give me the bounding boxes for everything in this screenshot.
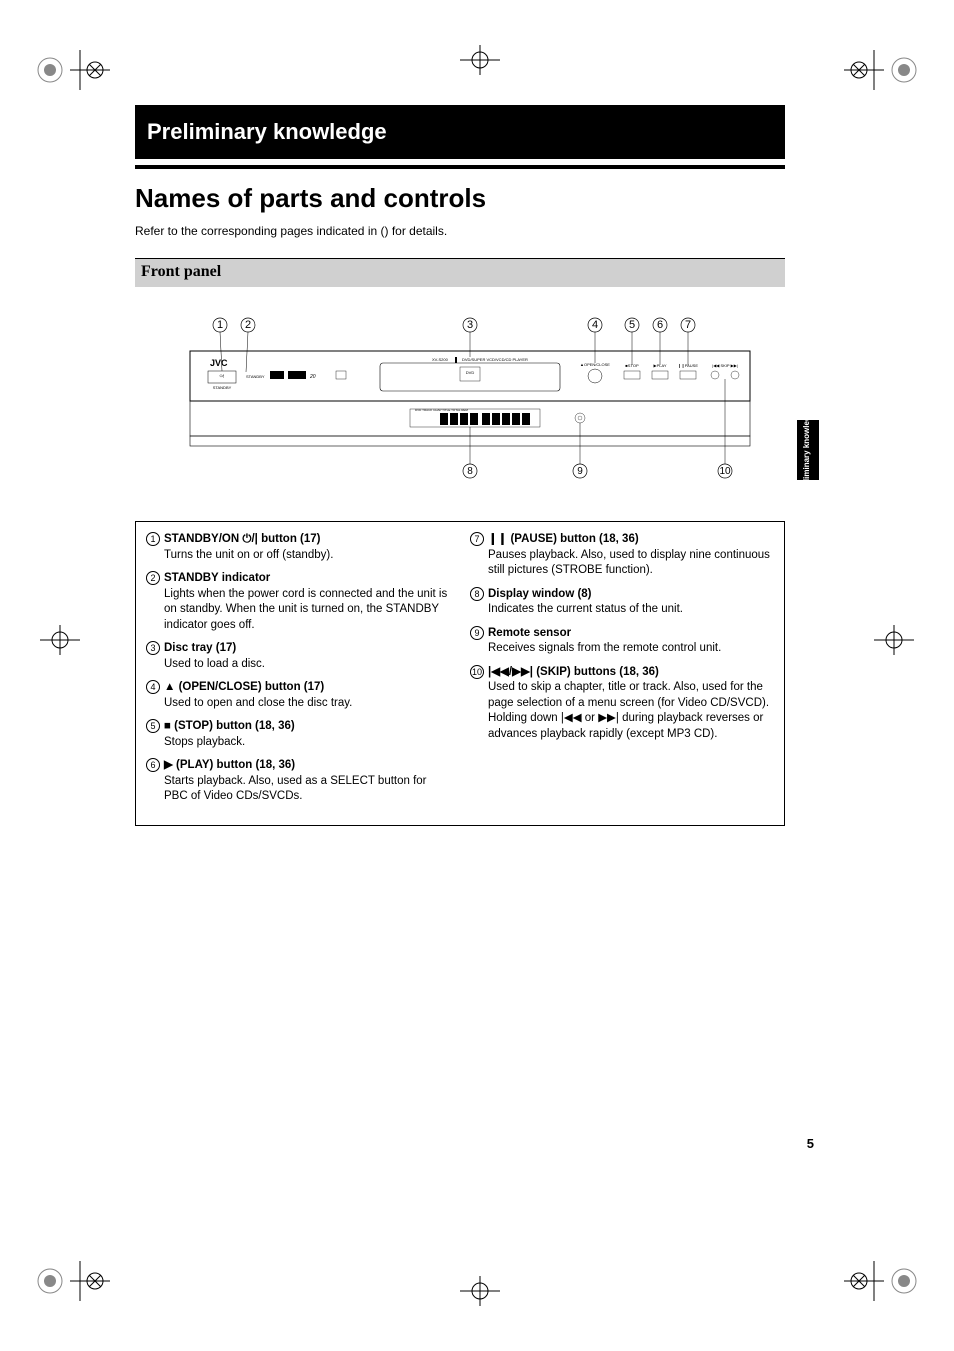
svg-text:XV-S200: XV-S200: [432, 357, 449, 362]
svg-text:4: 4: [592, 319, 598, 331]
svg-text:❙❙PAUSE: ❙❙PAUSE: [678, 363, 698, 368]
item-number-icon: 4: [146, 680, 160, 694]
item-description: Indicates the current status of the unit…: [488, 602, 774, 618]
crop-mark-icon: [844, 40, 924, 100]
chapter-title: Preliminary knowledge: [147, 119, 387, 144]
chapter-title-bar: Preliminary knowledge: [135, 105, 785, 159]
svg-text:STANDBY: STANDBY: [213, 385, 232, 390]
item-number-icon: 1: [146, 532, 160, 546]
item-description: Starts playback. Also, used as a SELECT …: [164, 774, 450, 805]
svg-text:7: 7: [685, 319, 691, 331]
section-title: Names of parts and controls: [135, 183, 785, 214]
svg-text:10: 10: [719, 466, 731, 477]
svg-text:⏻/|: ⏻/|: [220, 374, 225, 378]
item-title: Remote sensor: [488, 627, 571, 639]
svg-text:3: 3: [467, 319, 473, 331]
subsection-bar: Front panel: [135, 258, 785, 287]
item-title: Disc tray (17): [164, 642, 236, 654]
svg-text:STANDBY: STANDBY: [246, 374, 265, 379]
part-item: 3 Disc tray (17) Used to load a disc.: [146, 641, 450, 672]
item-title: STANDBY/ON ⏻/| button (17): [164, 533, 321, 545]
crop-mark-icon: [30, 620, 90, 660]
item-number-icon: 2: [146, 571, 160, 585]
crop-mark-icon: [450, 1271, 510, 1311]
display-segments: [440, 413, 530, 425]
item-description: Receives signals from the remote control…: [488, 641, 774, 657]
item-description: Used to skip a chapter, title or track. …: [488, 680, 774, 742]
brand-label: JVC: [210, 358, 228, 368]
crop-mark-icon: [864, 620, 924, 660]
page-content: Preliminary knowledge Names of parts and…: [135, 105, 785, 826]
item-title: ▲ (OPEN/CLOSE) button (17): [164, 681, 324, 693]
part-item: 4 ▲ (OPEN/CLOSE) button (17) Used to open …: [146, 680, 450, 711]
subsection-title: Front panel: [141, 263, 221, 280]
item-number-icon: 9: [470, 626, 484, 640]
svg-text:DVD/SUPER VCD/VCD/CD PLAYER: DVD/SUPER VCD/VCD/CD PLAYER: [462, 357, 528, 362]
left-column: 1 STANDBY/ON ⏻/| button (17) Turns the uni…: [146, 532, 450, 813]
svg-text:▲OPEN/CLOSE: ▲OPEN/CLOSE: [580, 362, 610, 367]
side-tab-label: Preliminary knowledge: [804, 406, 813, 493]
svg-text:20: 20: [309, 374, 316, 380]
part-item: 6 ▶ (PLAY) button (18, 36) Starts playback…: [146, 758, 450, 805]
parts-description-box: 1 STANDBY/ON ⏻/| button (17) Turns the uni…: [135, 521, 785, 826]
svg-text:6: 6: [657, 319, 663, 331]
page-number: 5: [807, 1136, 814, 1151]
part-item: 7 ❙❙ (PAUSE) button (18, 36) Pauses playba…: [470, 532, 774, 579]
part-item: 9 Remote sensor Receives signals from the …: [470, 626, 774, 657]
item-description: Lights when the power cord is connected …: [164, 587, 450, 634]
item-title: STANDBY indicator: [164, 572, 270, 584]
item-title: ▶ (PLAY) button (18, 36): [164, 759, 295, 771]
svg-text:1: 1: [217, 319, 223, 331]
item-number-icon: 8: [470, 587, 484, 601]
item-title: ❙❙ (PAUSE) button (18, 36): [488, 533, 639, 545]
crop-mark-icon: [30, 1251, 110, 1311]
svg-text:DVD TRACK CHAP TITLE TOTA: DVD TRACK CHAP TITLE TOTAL REM: [415, 408, 468, 412]
crop-mark-icon: [30, 40, 110, 100]
part-item: 2 STANDBY indicator Lights when the power …: [146, 571, 450, 633]
part-item: 10 |◀◀/▶▶| (SKIP) buttons (18, 36) Used to…: [470, 665, 774, 743]
svg-text:|◀◀ SKIP ▶▶|: |◀◀ SKIP ▶▶|: [712, 363, 738, 368]
part-item: 8 Display window (8) Indicates the current…: [470, 587, 774, 618]
item-number-icon: 3: [146, 641, 160, 655]
item-description: Used to open and close the disc tray.: [164, 696, 450, 712]
side-tab: Preliminary knowledge: [797, 420, 819, 480]
item-title: |◀◀/▶▶| (SKIP) buttons (18, 36): [488, 666, 659, 678]
crop-mark-icon: [844, 1251, 924, 1311]
item-title: Display window (8): [488, 588, 592, 600]
front-panel-diagram: 1 2 3 4 5 6 7 JVC ⏻/| STANDBY STANDBY 20 XV-S2…: [150, 311, 770, 491]
svg-text:2: 2: [245, 319, 251, 331]
svg-text:8: 8: [467, 466, 473, 477]
item-number-icon: 10: [470, 665, 484, 679]
item-description: Pauses playback. Also, used to display n…: [488, 548, 774, 579]
svg-text:DVD: DVD: [466, 370, 475, 375]
item-description: Stops playback.: [164, 735, 450, 751]
item-description: Used to load a disc.: [164, 657, 450, 673]
item-number-icon: 7: [470, 532, 484, 546]
svg-text:■STOP: ■STOP: [625, 363, 639, 368]
item-number-icon: 6: [146, 758, 160, 772]
part-item: 1 STANDBY/ON ⏻/| button (17) Turns the uni…: [146, 532, 450, 563]
item-title: ■ (STOP) button (18, 36): [164, 720, 295, 732]
item-description: Turns the unit on or off (standby).: [164, 548, 450, 564]
svg-text:5: 5: [629, 319, 635, 331]
svg-text:▶PLAY: ▶PLAY: [653, 363, 666, 368]
right-column: 7 ❙❙ (PAUSE) button (18, 36) Pauses playba…: [470, 532, 774, 813]
horizontal-rule: [135, 165, 785, 169]
part-item: 5 ■ (STOP) button (18, 36) Stops playback.: [146, 719, 450, 750]
crop-mark-icon: [450, 40, 510, 80]
item-number-icon: 5: [146, 719, 160, 733]
svg-text:9: 9: [577, 466, 583, 477]
intro-text: Refer to the corresponding pages indicat…: [135, 224, 785, 238]
